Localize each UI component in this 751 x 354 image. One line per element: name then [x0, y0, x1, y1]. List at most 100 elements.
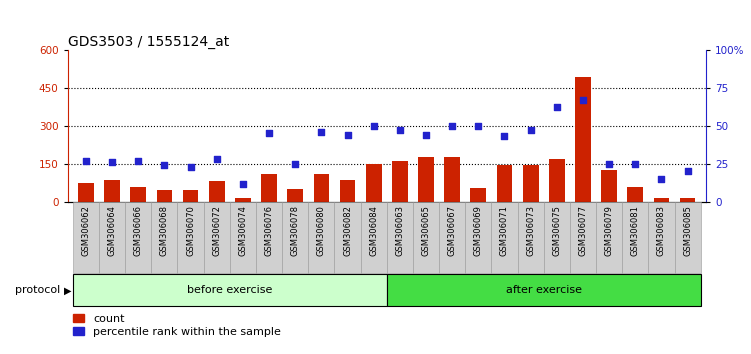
Point: [682, 169, 694, 174]
FancyBboxPatch shape: [73, 274, 387, 306]
Text: GSM306071: GSM306071: [500, 205, 509, 256]
Text: GSM306085: GSM306085: [683, 205, 692, 256]
Point: [132, 158, 144, 164]
FancyBboxPatch shape: [623, 202, 648, 273]
Text: GSM306066: GSM306066: [134, 205, 143, 256]
Point: [80, 158, 92, 164]
Bar: [602, 170, 617, 202]
Point: [603, 161, 615, 166]
FancyBboxPatch shape: [439, 202, 466, 273]
Text: GSM306064: GSM306064: [107, 205, 116, 256]
Legend: count, percentile rank within the sample: count, percentile rank within the sample: [73, 314, 281, 337]
Point: [420, 132, 432, 138]
FancyBboxPatch shape: [99, 202, 125, 273]
FancyBboxPatch shape: [648, 202, 674, 273]
Point: [629, 161, 641, 166]
Text: GSM306077: GSM306077: [578, 205, 587, 256]
Point: [394, 127, 406, 133]
FancyBboxPatch shape: [517, 202, 544, 273]
Point: [446, 123, 458, 129]
Bar: [392, 161, 408, 202]
Text: GSM306073: GSM306073: [526, 205, 535, 256]
Bar: [313, 174, 329, 202]
Bar: [288, 189, 303, 202]
Bar: [496, 165, 512, 202]
Bar: [445, 158, 460, 202]
Point: [525, 127, 537, 133]
Point: [577, 97, 589, 103]
Point: [315, 129, 327, 135]
Bar: [470, 188, 486, 202]
Point: [237, 181, 249, 186]
FancyBboxPatch shape: [387, 274, 701, 306]
Point: [368, 123, 380, 129]
Bar: [261, 174, 277, 202]
Point: [656, 176, 668, 182]
Bar: [549, 159, 565, 202]
Point: [550, 104, 562, 110]
Bar: [339, 180, 355, 202]
Point: [342, 132, 354, 138]
Point: [158, 162, 170, 168]
Point: [499, 133, 511, 139]
FancyBboxPatch shape: [282, 202, 308, 273]
Point: [106, 159, 118, 165]
Text: GSM306072: GSM306072: [213, 205, 222, 256]
Point: [211, 156, 223, 162]
Text: before exercise: before exercise: [187, 285, 273, 295]
Text: GSM306083: GSM306083: [657, 205, 666, 256]
FancyBboxPatch shape: [230, 202, 256, 273]
FancyBboxPatch shape: [204, 202, 230, 273]
Bar: [156, 190, 172, 202]
FancyBboxPatch shape: [413, 202, 439, 273]
FancyBboxPatch shape: [544, 202, 570, 273]
Bar: [523, 165, 538, 202]
Text: GSM306070: GSM306070: [186, 205, 195, 256]
FancyBboxPatch shape: [360, 202, 387, 273]
Point: [472, 123, 484, 129]
Text: GSM306076: GSM306076: [264, 205, 273, 256]
FancyBboxPatch shape: [73, 202, 99, 273]
FancyBboxPatch shape: [151, 202, 177, 273]
Text: GSM306065: GSM306065: [421, 205, 430, 256]
Bar: [627, 187, 643, 202]
Text: after exercise: after exercise: [505, 285, 582, 295]
Text: GDS3503 / 1555124_at: GDS3503 / 1555124_at: [68, 35, 229, 48]
FancyBboxPatch shape: [596, 202, 623, 273]
Bar: [680, 198, 695, 202]
Text: GSM306068: GSM306068: [160, 205, 169, 256]
Bar: [104, 180, 120, 202]
Text: GSM306074: GSM306074: [238, 205, 247, 256]
FancyBboxPatch shape: [491, 202, 517, 273]
FancyBboxPatch shape: [466, 202, 491, 273]
Text: GSM306084: GSM306084: [369, 205, 379, 256]
Text: GSM306078: GSM306078: [291, 205, 300, 256]
FancyBboxPatch shape: [570, 202, 596, 273]
Text: GSM306063: GSM306063: [395, 205, 404, 256]
FancyBboxPatch shape: [308, 202, 334, 273]
Text: GSM306082: GSM306082: [343, 205, 352, 256]
Point: [185, 164, 197, 170]
Point: [263, 130, 275, 136]
Text: GSM306079: GSM306079: [605, 205, 614, 256]
Bar: [366, 164, 382, 202]
Point: [289, 161, 301, 166]
Text: GSM306062: GSM306062: [81, 205, 90, 256]
Text: GSM306069: GSM306069: [474, 205, 483, 256]
FancyBboxPatch shape: [125, 202, 151, 273]
Bar: [182, 190, 198, 202]
Text: ▶: ▶: [64, 285, 71, 295]
Text: protocol: protocol: [15, 285, 60, 295]
Bar: [418, 158, 434, 202]
Bar: [78, 183, 94, 202]
FancyBboxPatch shape: [674, 202, 701, 273]
Text: GSM306067: GSM306067: [448, 205, 457, 256]
Bar: [131, 187, 146, 202]
FancyBboxPatch shape: [177, 202, 204, 273]
Text: GSM306081: GSM306081: [631, 205, 640, 256]
Bar: [653, 198, 669, 202]
FancyBboxPatch shape: [387, 202, 413, 273]
Bar: [575, 78, 591, 202]
Bar: [209, 182, 225, 202]
FancyBboxPatch shape: [334, 202, 360, 273]
